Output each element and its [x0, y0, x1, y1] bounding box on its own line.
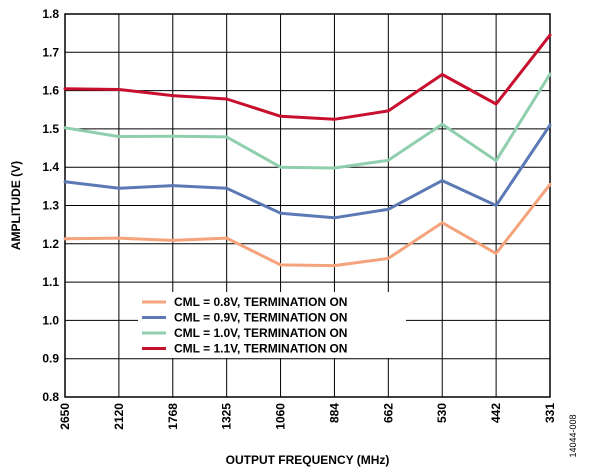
y-tick-label: 1.0: [42, 313, 59, 327]
y-tick-label: 1.5: [42, 122, 59, 136]
x-tick-labels: 2650 2120 1768 1325 1060 884 662 530 442 331: [58, 403, 557, 430]
series-line: [63, 123, 552, 220]
legend-label: CML = 0.9V, TERMINATION ON: [174, 311, 347, 325]
legend: CML = 0.8V, TERMINATION ON CML = 0.9V, TE…: [138, 292, 406, 358]
legend-label: CML = 0.8V, TERMINATION ON: [174, 295, 347, 309]
legend-background: [138, 292, 406, 358]
y-tick-label: 1.7: [42, 45, 59, 59]
y-axis-title: AMPLITUDE (V): [9, 161, 23, 250]
x-tick-label: 2650: [58, 403, 72, 430]
x-axis-title: OUTPUT FREQUENCY (MHz): [226, 453, 390, 467]
y-tick-label: 1.3: [42, 199, 59, 213]
x-tick-label: 331: [543, 403, 557, 423]
y-tick-label: 0.8: [42, 390, 59, 404]
y-tick-label: 1.1: [42, 275, 59, 289]
figure-id: 14044-008: [568, 414, 578, 457]
series-layer: [63, 33, 552, 268]
x-tick-label: 1060: [274, 403, 288, 430]
x-tick-label: 1768: [166, 403, 180, 430]
x-tick-label: 530: [435, 403, 449, 423]
y-tick-label: 1.8: [42, 7, 59, 21]
y-tick-label: 0.9: [42, 352, 59, 366]
plot-frame: [64, 13, 551, 398]
x-tick-label: 442: [489, 403, 503, 423]
x-tick-label: 884: [327, 403, 341, 423]
x-tick-label: 662: [381, 403, 395, 423]
legend-label: CML = 1.1V, TERMINATION ON: [174, 342, 347, 356]
series-line: [63, 33, 552, 121]
y-tick-label: 1.2: [42, 237, 59, 251]
y-tick-labels: 0.8 0.9 1.0 1.1 1.2 1.3 1.4 1.5 1.6 1.7 1.8: [42, 7, 59, 404]
legend-label: CML = 1.0V, TERMINATION ON: [174, 326, 347, 340]
y-tick-label: 1.6: [42, 84, 59, 98]
x-tick-label: 1325: [220, 403, 234, 430]
series-line: [63, 182, 552, 268]
x-tick-label: 2120: [112, 403, 126, 430]
y-tick-label: 1.4: [42, 160, 59, 174]
series-line: [63, 72, 552, 170]
